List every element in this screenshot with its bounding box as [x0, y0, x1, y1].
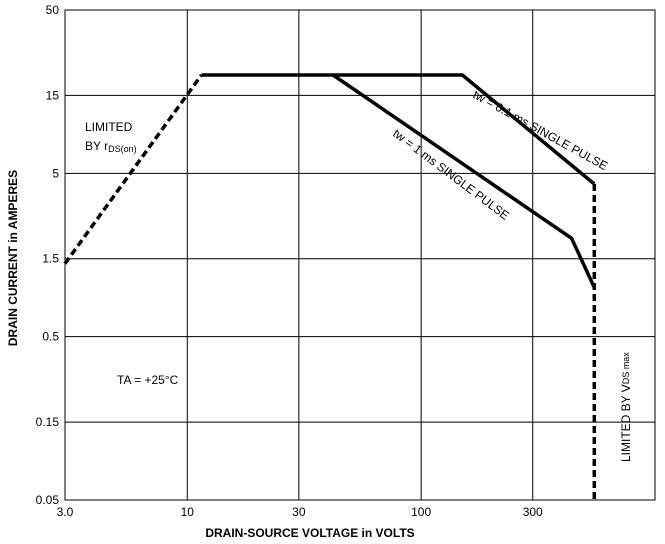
limited-rds-main: BY r: [85, 139, 108, 153]
series-line-2: [201, 73, 596, 186]
x-tick-label: 30: [292, 505, 306, 519]
limited-vds-label: LIMITED BY VDS max: [619, 352, 633, 462]
y-tick-label: 0.15: [36, 415, 60, 429]
series-lines: [63, 73, 597, 500]
x-tick-label: 100: [411, 505, 431, 519]
limited-rds-sub: DS(on): [108, 144, 137, 154]
limited-rds-line2: BY rDS(on): [85, 139, 137, 154]
annotations: LIMITED BY rDS(on) TA = +25°C tw = 0.1 m…: [85, 87, 633, 462]
series-line-3: [332, 73, 596, 289]
y-tick-label: 50: [46, 3, 60, 17]
y-tick-label: 1.5: [42, 252, 59, 266]
y-axis-title: DRAIN CURRENT in AMPERES: [6, 170, 20, 346]
ambient-temp-label: TA = +25°C: [117, 373, 179, 387]
plot-frame: [64, 9, 656, 501]
grid: [65, 10, 655, 500]
tw-0-1ms-label: tw = 0.1 ms SINGLE PULSE: [471, 87, 610, 173]
x-tick-label: 300: [523, 505, 543, 519]
y-tick-label: 15: [46, 88, 60, 102]
y-tick-label: 0.05: [36, 493, 60, 507]
y-tick-label: 0.5: [42, 330, 59, 344]
limited-vds-main: LIMITED BY V: [619, 384, 633, 462]
tick-labels: 3.0 10 30 100 300 0.05 0.15 0.5 1.5 5 15 50: [36, 3, 543, 519]
x-tick-label: 10: [181, 505, 195, 519]
series-line-1: [63, 73, 203, 265]
y-tick-label: 5: [52, 166, 59, 180]
limited-rds-line1: LIMITED: [85, 120, 133, 134]
x-tick-label: 3.0: [57, 505, 74, 519]
limited-vds-sub: DS max: [621, 352, 631, 385]
tw-1ms-label: tw = 1 ms SINGLE PULSE: [390, 126, 512, 222]
x-axis-title: DRAIN-SOURCE VOLTAGE in VOLTS: [205, 526, 414, 540]
